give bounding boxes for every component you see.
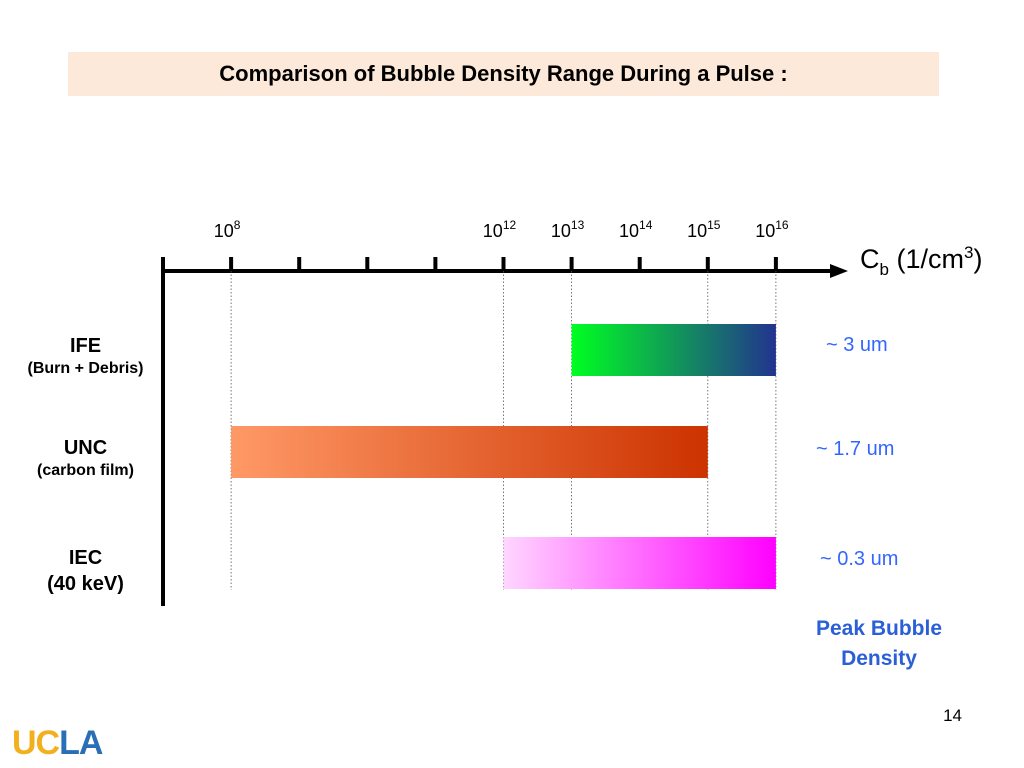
row-sub-iec: (40 keV) bbox=[47, 573, 124, 595]
row-label-iec: IEC (40 keV) bbox=[8, 546, 163, 598]
title-box: Comparison of Bubble Density Range Durin… bbox=[68, 52, 939, 96]
logo-uc: UC bbox=[12, 724, 60, 762]
x-tick-label: 1012 bbox=[483, 218, 517, 241]
chart-title: Comparison of Bubble Density Range Durin… bbox=[219, 61, 788, 86]
ucla-logo: UCLA bbox=[12, 724, 103, 763]
x-axis-arrow bbox=[830, 264, 848, 278]
x-axis-label: Cb (1/cm3) bbox=[860, 243, 982, 279]
annotation-iec: ~ 0.3 um bbox=[820, 548, 899, 570]
annotation-caption: Peak Bubble Density bbox=[815, 617, 943, 670]
x-tick-label: 1015 bbox=[687, 218, 721, 241]
bar-iec bbox=[503, 537, 776, 589]
row-name-unc: UNC bbox=[63, 437, 108, 459]
annotation-unc: ~ 1.7 um bbox=[816, 438, 895, 460]
row-sub-unc: (carbon film) bbox=[37, 462, 134, 479]
bar-unc bbox=[231, 426, 708, 478]
logo-la: LA bbox=[59, 724, 103, 762]
row-label-unc: UNC (carbon film) bbox=[8, 436, 163, 482]
x-tick-label: 108 bbox=[214, 218, 241, 241]
x-tick-label: 1013 bbox=[551, 218, 585, 241]
page-number: 14 bbox=[943, 706, 962, 725]
x-tick-label: 1016 bbox=[755, 218, 789, 241]
row-label-ife: IFE (Burn + Debris) bbox=[8, 334, 163, 380]
x-tick-label: 1014 bbox=[619, 218, 653, 241]
row-sub-ife: (Burn + Debris) bbox=[27, 360, 144, 377]
bar-ife bbox=[571, 324, 776, 376]
row-name-ife: IFE bbox=[69, 335, 102, 357]
row-name-iec: IEC bbox=[68, 547, 103, 569]
annotation-ife: ~ 3 um bbox=[826, 334, 888, 356]
